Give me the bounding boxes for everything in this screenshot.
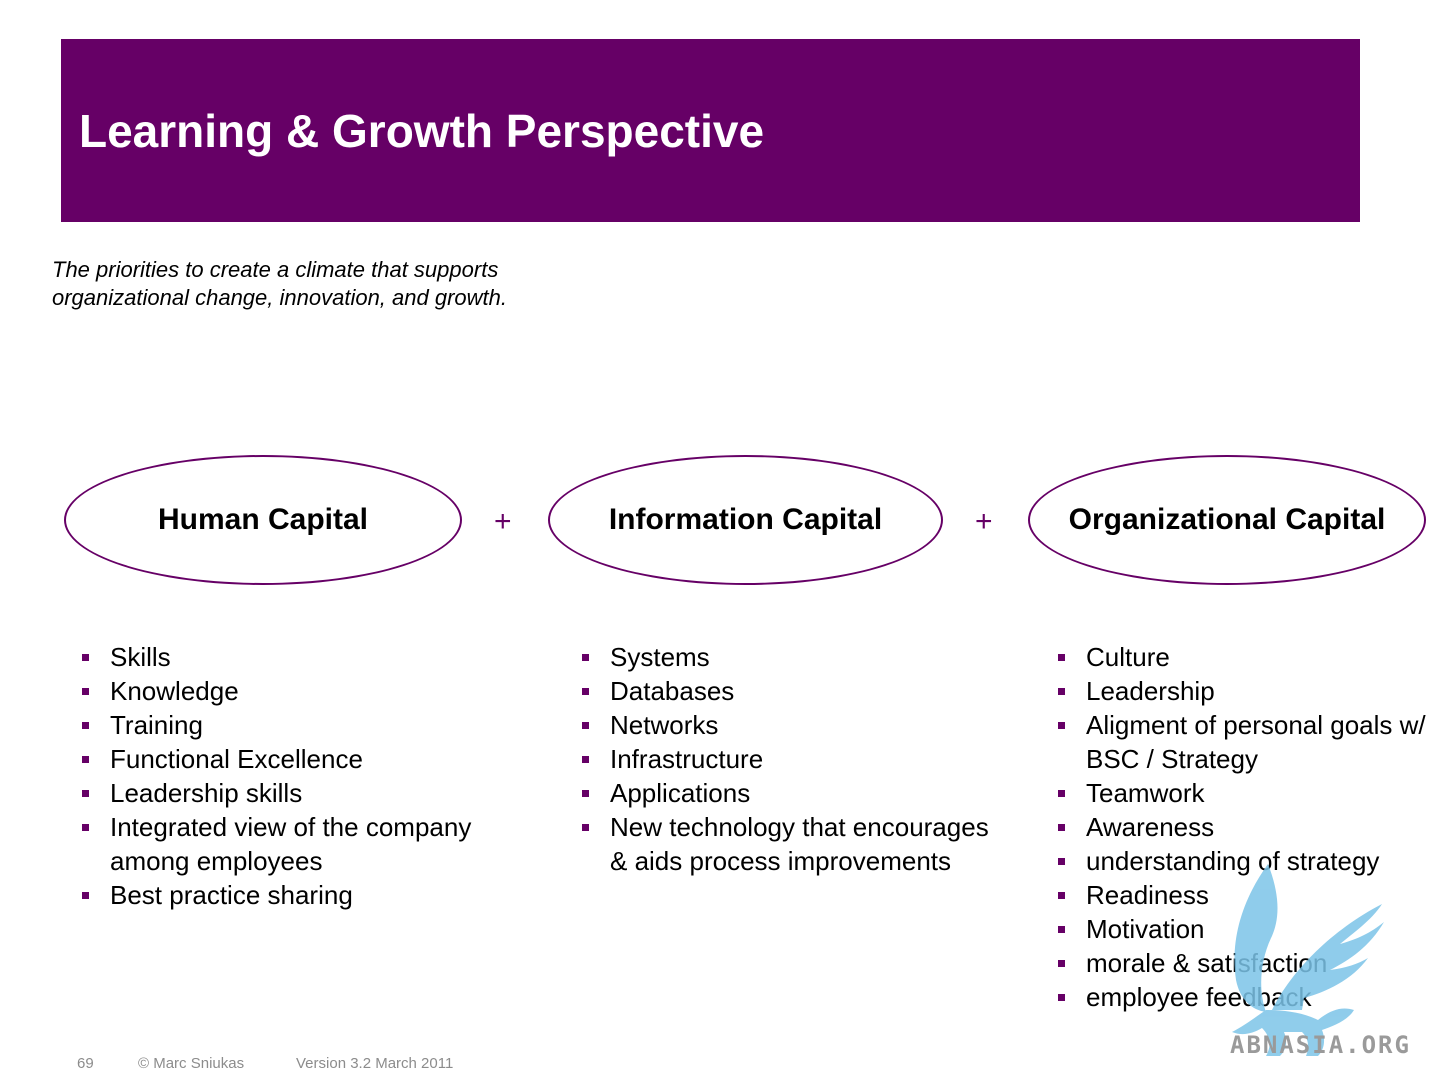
list-item: Aligment of personal goals w/ BSC / Stra… bbox=[1058, 708, 1428, 776]
griffin-logo-icon bbox=[1232, 864, 1384, 1056]
information-capital-oval: Information Capital bbox=[548, 455, 943, 585]
list-item: Systems bbox=[582, 640, 1002, 674]
list-item: Infrastructure bbox=[582, 742, 1002, 776]
list-item: Readiness bbox=[1058, 878, 1428, 912]
page-title: Learning & Growth Perspective bbox=[79, 105, 765, 157]
list-item: Knowledge bbox=[82, 674, 522, 708]
list-item: Motivation bbox=[1058, 912, 1428, 946]
footer-page-number: 69 bbox=[77, 1055, 94, 1072]
information-capital-label: Information Capital bbox=[608, 503, 883, 536]
watermark-text: ABNASIA.ORG bbox=[1230, 1031, 1411, 1059]
list-item: Networks bbox=[582, 708, 1002, 742]
organizational-capital-label: Organizational Capital bbox=[1068, 503, 1386, 536]
plus-operator-2: + bbox=[975, 505, 993, 538]
footer-copyright: © Marc Sniukas bbox=[138, 1055, 245, 1072]
list-item: Databases bbox=[582, 674, 1002, 708]
human-capital-label: Human Capital bbox=[157, 503, 369, 536]
list-item: Teamwork bbox=[1058, 776, 1428, 810]
subtitle-line-1: The priorities to create a climate that … bbox=[52, 257, 499, 282]
information-capital-list: Systems Databases Networks Infrastructur… bbox=[582, 640, 1002, 878]
list-item: Applications bbox=[582, 776, 1002, 810]
list-item: Awareness bbox=[1058, 810, 1428, 844]
organizational-capital-oval: Organizational Capital bbox=[1028, 455, 1426, 585]
organizational-capital-list: Culture Leadership Aligment of personal … bbox=[1058, 640, 1428, 1014]
list-item: Integrated view of the company among emp… bbox=[82, 810, 522, 878]
footer-version: Version 3.2 March 2011 bbox=[296, 1055, 454, 1072]
title-banner: Learning & Growth Perspective bbox=[61, 39, 1360, 222]
list-item: Leadership bbox=[1058, 674, 1428, 708]
list-item: Skills bbox=[82, 640, 522, 674]
list-item: understanding of strategy bbox=[1058, 844, 1428, 878]
list-item: morale & satisfaction bbox=[1058, 946, 1428, 980]
list-item: Training bbox=[82, 708, 522, 742]
human-capital-list: Skills Knowledge Training Functional Exc… bbox=[82, 640, 522, 912]
list-item: Best practice sharing bbox=[82, 878, 522, 912]
human-capital-oval: Human Capital bbox=[64, 455, 462, 585]
list-item: New technology that encourages & aids pr… bbox=[582, 810, 1002, 878]
list-item: Functional Excellence bbox=[82, 742, 522, 776]
plus-operator-1: + bbox=[494, 505, 512, 538]
slide-subtitle: The priorities to create a climate that … bbox=[52, 256, 612, 312]
list-item: Culture bbox=[1058, 640, 1428, 674]
subtitle-line-2: organizational change, innovation, and g… bbox=[52, 285, 507, 310]
list-item: Leadership skills bbox=[82, 776, 522, 810]
